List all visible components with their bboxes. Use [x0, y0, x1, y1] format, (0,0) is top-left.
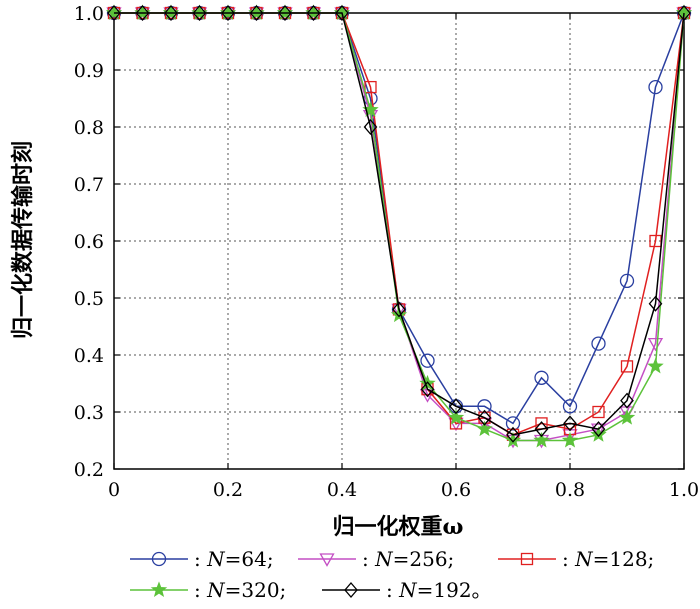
y-tick-label: 0.8	[74, 117, 104, 139]
legend-marker	[520, 552, 534, 566]
legend-marker	[319, 553, 335, 567]
data-point	[618, 409, 636, 425]
legend-label: : N=320;	[194, 578, 286, 602]
x-tick-label: 1.0	[669, 479, 699, 501]
legend-marker	[150, 581, 168, 597]
data-point	[420, 381, 435, 398]
data-point	[420, 353, 435, 368]
y-tick-label: 0.6	[74, 231, 104, 253]
data-point	[447, 409, 465, 425]
series-line	[114, 12, 685, 442]
axis-ticks: 0 0.2 0.4 0.6 0.8 1.00.20.30.40.50.60.70.80.9…	[74, 3, 699, 501]
series-line	[114, 12, 685, 436]
x-tick-label: 0.6	[441, 479, 471, 501]
data-point	[562, 399, 578, 414]
data-point	[620, 360, 634, 373]
legend-marker	[151, 551, 167, 567]
series-line	[114, 12, 685, 442]
data-point	[534, 370, 549, 385]
data-point	[107, 5, 121, 21]
data-point	[647, 357, 664, 374]
data-point	[306, 5, 321, 21]
series-line	[114, 12, 685, 425]
x-tick-label: 0.4	[327, 479, 357, 501]
data-point	[592, 405, 605, 419]
data-point	[677, 5, 691, 21]
data-point	[620, 392, 634, 409]
y-tick-label: 0.5	[74, 288, 104, 310]
grid-lines	[113, 12, 685, 470]
data-point	[476, 420, 493, 437]
data-point	[648, 79, 663, 95]
data-point	[164, 5, 178, 21]
data-point	[335, 5, 349, 21]
data-point	[590, 426, 607, 442]
data-point	[533, 431, 550, 448]
legend-marker	[344, 582, 358, 598]
y-tick-label: 0.9	[74, 60, 104, 82]
data-point	[135, 5, 150, 21]
y-tick-label: 0.4	[74, 345, 104, 367]
data-point	[619, 273, 635, 289]
data-point	[249, 5, 264, 21]
data-point	[278, 5, 292, 21]
y-tick-label: 0.2	[74, 459, 104, 481]
x-tick-label: 0	[108, 479, 120, 501]
y-tick-label: 1.0	[74, 3, 104, 25]
y-axis-title: 归一化数据传输时刻	[10, 141, 36, 339]
data-point	[392, 301, 406, 318]
data-point	[561, 431, 579, 448]
legend-label: : N=192。	[386, 578, 492, 602]
data-point	[647, 337, 664, 352]
legend-label: : N=128;	[562, 547, 654, 571]
data-point	[390, 306, 408, 323]
data-point	[364, 80, 377, 94]
legend: : N=64; : N=256; : N=128; : N=320; : N=192。	[130, 547, 654, 602]
data-point	[591, 421, 606, 438]
x-tick-label: 0.8	[555, 479, 585, 501]
data-point	[221, 5, 235, 21]
y-tick-label: 0.7	[74, 174, 104, 196]
x-axis-title: 归一化权重ω	[333, 514, 464, 540]
y-tick-label: 0.3	[74, 402, 104, 424]
data-point	[591, 336, 606, 351]
legend-label: : N=256;	[362, 547, 454, 571]
x-tick-label: 0.2	[213, 479, 243, 501]
data-point	[477, 409, 492, 426]
data-point	[648, 295, 663, 312]
data-point	[506, 426, 520, 443]
legend-label: : N=64;	[194, 547, 274, 571]
data-point	[504, 431, 522, 448]
series-line	[114, 12, 685, 436]
series-lines	[105, 4, 693, 449]
data-point	[363, 119, 378, 135]
data-point	[534, 421, 549, 438]
data-point	[563, 415, 577, 432]
data-point	[449, 398, 463, 415]
data-point	[590, 423, 607, 437]
data-point	[192, 5, 207, 21]
